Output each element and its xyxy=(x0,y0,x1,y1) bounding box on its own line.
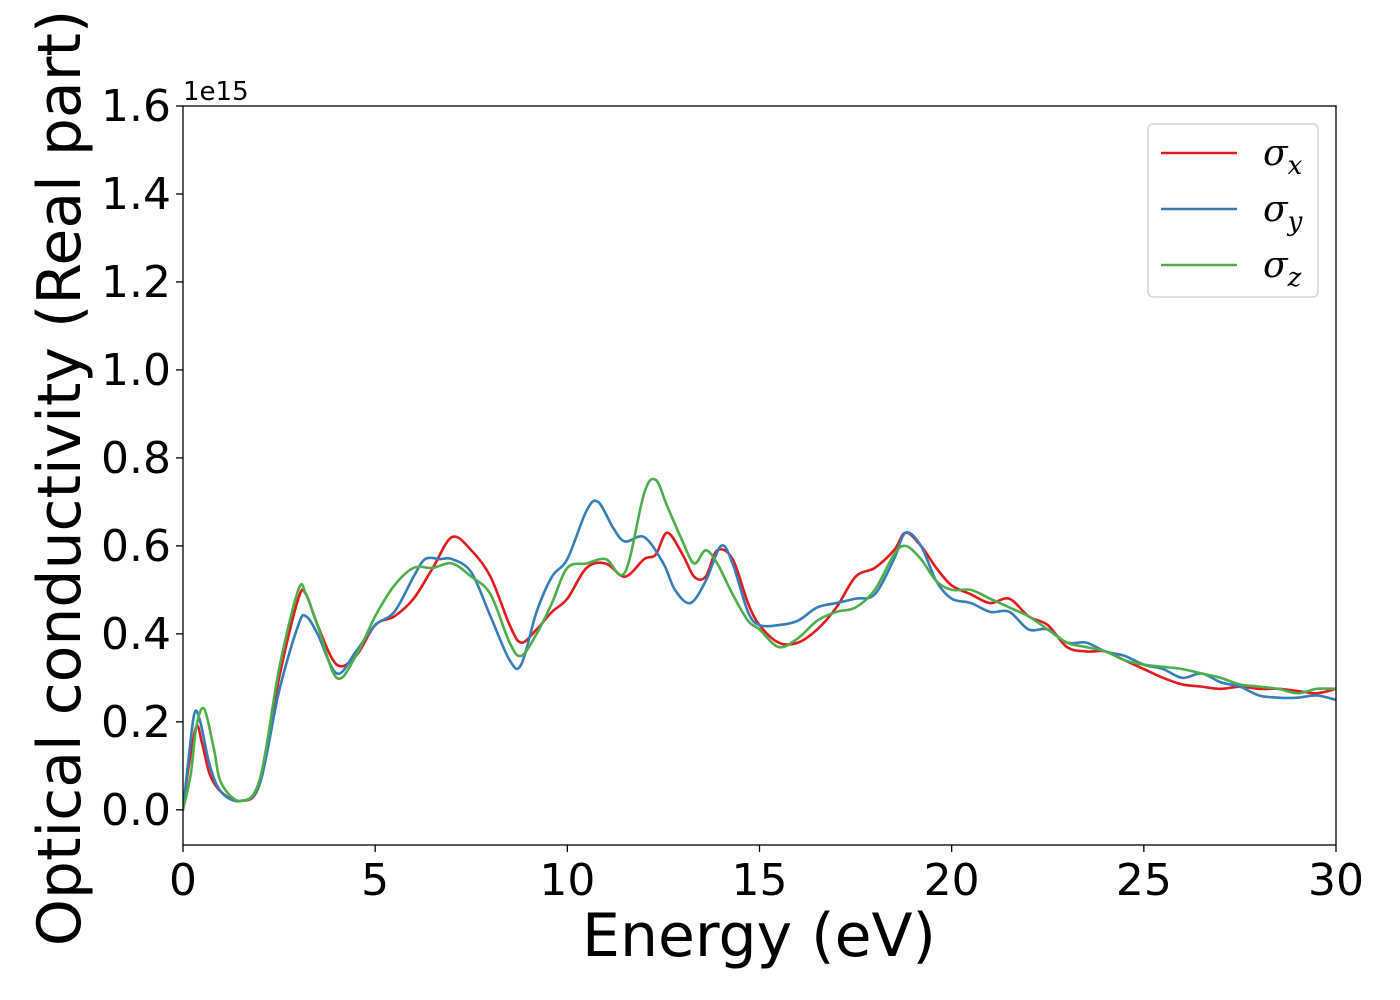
x-tick-label: 10 xyxy=(539,855,595,906)
y-axis-offset-label: 1e15 xyxy=(183,77,249,107)
series-line-z xyxy=(183,477,1336,812)
y-tick-label: 0.8 xyxy=(101,433,171,484)
x-tick-label: 0 xyxy=(169,855,197,906)
plot-lines xyxy=(183,477,1336,812)
legend-label-subscript: z xyxy=(1287,263,1302,293)
x-tick-label: 20 xyxy=(924,855,980,906)
legend-label-base: σ xyxy=(1263,245,1289,286)
legend-label-base: σ xyxy=(1263,189,1289,230)
x-axis-title: Energy (eV) xyxy=(582,901,936,971)
y-axis-title: Optical conductivity (Real part) xyxy=(25,10,95,947)
y-tick-label: 0.2 xyxy=(101,697,171,748)
x-tick-label: 25 xyxy=(1116,855,1172,906)
axis-ticks: 0 5 10 15 20 25 30 0.0 0.2 0.4 0.6 0.8 1.0 1.2 1.4 1.6 xyxy=(101,81,1364,906)
y-tick-label: 0.0 xyxy=(101,785,171,836)
y-tick-label: 1.0 xyxy=(101,345,171,396)
plot-frame xyxy=(182,105,1337,846)
series-line-x xyxy=(183,531,1336,812)
legend-label-x: σx xyxy=(1263,133,1303,181)
legend-box xyxy=(1147,123,1319,298)
legend-label-base: σ xyxy=(1263,133,1289,174)
y-tick-label: 0.6 xyxy=(101,521,171,572)
legend-label-y: σy xyxy=(1263,189,1303,237)
y-tick-label: 1.2 xyxy=(101,257,171,308)
x-tick-label: 30 xyxy=(1308,855,1364,906)
y-tick-label: 0.4 xyxy=(101,609,171,660)
x-tick-label: 15 xyxy=(732,855,788,906)
x-tick-label: 5 xyxy=(361,855,389,906)
y-tick-label: 1.4 xyxy=(101,169,171,220)
y-tick-label: 1.6 xyxy=(101,81,171,132)
legend-label-z: σz xyxy=(1263,245,1302,293)
legend-label-subscript: y xyxy=(1287,207,1303,237)
legend-label-subscript: x xyxy=(1288,151,1303,181)
